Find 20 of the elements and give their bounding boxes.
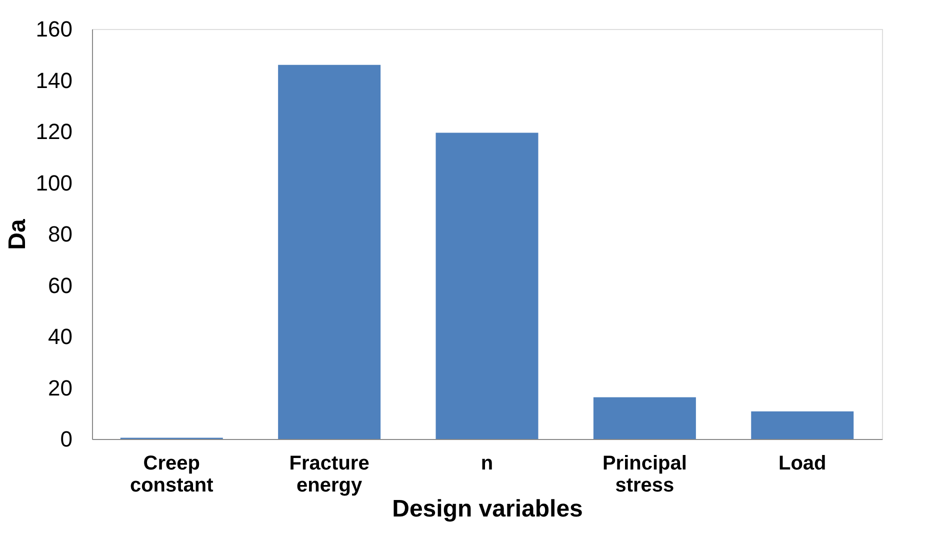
y-axis-title: Da xyxy=(4,218,31,250)
y-tick-label: 60 xyxy=(48,272,72,298)
y-tick-label: 100 xyxy=(36,170,72,196)
x-axis-title: Design variables xyxy=(392,496,583,522)
bar xyxy=(436,132,538,439)
y-tick-label: 120 xyxy=(36,119,72,144)
bar xyxy=(751,411,854,439)
x-tick-label: Load xyxy=(778,452,826,474)
bar xyxy=(593,397,696,439)
y-tick-label: 80 xyxy=(48,222,72,246)
y-tick-label: 20 xyxy=(48,375,72,400)
bar xyxy=(278,64,381,439)
x-tick-label: Fracture energy xyxy=(289,452,370,496)
x-tick-label: n xyxy=(480,452,494,474)
y-tick-label: 40 xyxy=(48,324,72,349)
x-tick-label: Principal stress xyxy=(602,452,687,496)
y-tick-label: 0 xyxy=(60,426,72,452)
x-tick-label: Creep constant xyxy=(130,452,214,496)
y-tick-label: 160 xyxy=(36,16,72,42)
y-tick-label: 140 xyxy=(36,68,72,93)
